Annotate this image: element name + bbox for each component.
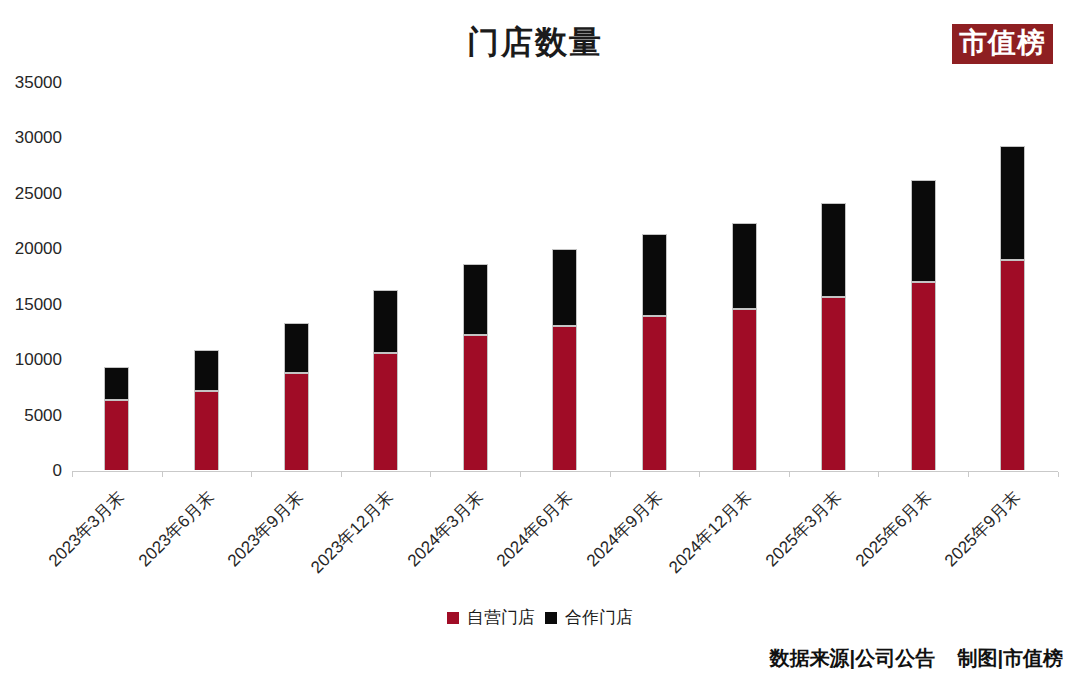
x-axis-tick [162,472,163,477]
y-axis-label: 25000 [2,184,62,204]
brand-logo: 市值榜 [952,24,1053,64]
bar-segment-partnership [821,203,846,297]
bar-segment-partnership [463,264,488,335]
y-axis-label: 20000 [2,239,62,259]
x-axis-tick [789,472,790,477]
bar-segment-self-operated [194,391,219,471]
legend-swatch [545,612,557,624]
x-axis-tick [878,472,879,477]
legend-label: 自营门店 [467,606,535,629]
x-axis-tick [968,472,969,477]
x-axis-label: 2024年9月末 [495,486,667,658]
legend: 自营门店 合作门店 [0,606,1080,629]
x-axis-label: 2023年9月末 [137,486,309,658]
chart-title: 门店数量 [0,21,1070,65]
bar-segment-partnership [552,249,577,326]
legend-item: 自营门店 [447,606,535,629]
y-axis-label: 5000 [2,406,62,426]
x-axis-label: 2023年12月末 [226,486,398,658]
bar-segment-self-operated [104,400,129,470]
x-axis-tick [520,472,521,477]
x-axis-label: 2024年12月末 [585,486,757,658]
bar-segment-partnership [1000,146,1025,260]
bar-segment-partnership [373,290,398,352]
legend-swatch [447,612,459,624]
x-axis-tick [341,472,342,477]
bar-segment-partnership [911,180,936,283]
bar-segment-self-operated [911,282,936,470]
x-axis-label: 2024年6月末 [406,486,578,658]
bar-segment-self-operated [732,309,757,471]
x-axis-tick [251,472,252,477]
y-axis-label: 10000 [2,350,62,370]
bar-segment-self-operated [373,353,398,471]
bar-segment-partnership [642,234,667,316]
legend-label: 合作门店 [565,606,633,629]
bar-segment-self-operated [463,335,488,470]
legend-item: 合作门店 [545,606,633,629]
x-axis-label: 2025年9月末 [854,486,1026,658]
bar-segment-partnership [104,367,129,401]
bar-segment-partnership [284,323,309,373]
x-axis-label: 2025年3月末 [674,486,846,658]
y-axis-label: 35000 [2,73,62,93]
x-axis-tick [72,472,73,477]
bar-segment-partnership [732,223,757,309]
x-axis-label: 2024年3月末 [316,486,488,658]
bar-segment-self-operated [284,373,309,471]
x-axis-tick [699,472,700,477]
bar-segment-self-operated [552,326,577,471]
x-axis-label: 2023年6月末 [47,486,219,658]
x-axis-tick [430,472,431,477]
x-axis-label: 2025年6月末 [764,486,936,658]
x-axis-tick [610,472,611,477]
x-axis-line [72,471,1058,473]
y-axis-label: 0 [2,461,62,481]
x-axis-tick [1058,472,1059,477]
bar-segment-partnership [194,350,219,390]
y-axis-label: 30000 [2,128,62,148]
bar-segment-self-operated [642,316,667,471]
chart-page: 门店数量 市值榜 0 5000 10000 15000 20000 25000 30000 3… [0,0,1080,686]
bar-segment-self-operated [821,297,846,470]
source-note: 数据来源|公司公告 制图|市值榜 [770,645,1063,672]
bar-segment-self-operated [1000,260,1025,470]
y-axis-label: 15000 [2,295,62,315]
